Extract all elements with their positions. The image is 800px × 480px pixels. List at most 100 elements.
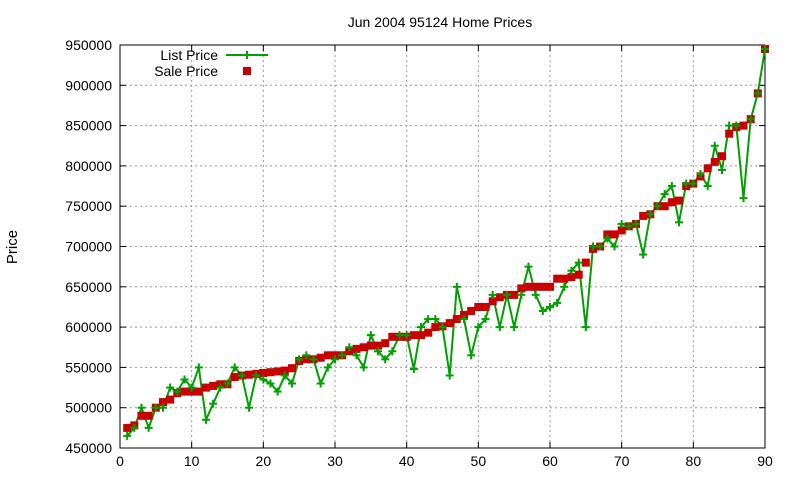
list-price-point: [660, 190, 669, 199]
sale-price-point: [273, 367, 282, 376]
list-price-point: [538, 306, 547, 315]
list-price-point: [366, 331, 375, 340]
list-price-point: [467, 351, 476, 360]
y-axis-label: Price: [4, 230, 21, 264]
sale-price-point: [739, 121, 748, 130]
list-price-point: [746, 115, 755, 124]
list-price-point: [245, 403, 253, 412]
list-price-point: [316, 379, 325, 388]
sale-price-point: [323, 351, 332, 360]
x-tick-label: 50: [471, 453, 487, 469]
list-price-point: [610, 242, 619, 251]
list-price-point: [567, 266, 576, 275]
list-price-point: [524, 262, 533, 271]
sale-price-point: [495, 293, 504, 302]
y-tick-label: 800000: [65, 158, 112, 174]
list-price-point: [510, 323, 519, 332]
list-price-point: [173, 387, 182, 396]
list-price-point: [309, 355, 318, 364]
list-price-point: [753, 89, 762, 98]
legend: List Price Sale Price: [154, 47, 268, 79]
legend-marker-sale-price: [243, 67, 251, 75]
legend-sample-list-price: [226, 51, 268, 59]
list-price-point: [596, 242, 605, 251]
sale-price-point: [553, 274, 562, 283]
list-price-point: [581, 323, 590, 332]
sale-price-point: [424, 328, 433, 337]
list-price-point: [639, 250, 648, 259]
series-layer: [123, 45, 769, 440]
sale-price-point: [660, 202, 669, 211]
list-price-point: [675, 218, 683, 227]
list-price-point: [424, 315, 433, 324]
sale-price-point: [187, 387, 196, 396]
sale-price-point: [639, 211, 648, 220]
tick-layer: 0 10 20 30 40 50 60 70 80 90 450000 500000 550000 600…: [65, 37, 773, 469]
list-price-point: [718, 165, 726, 174]
list-price-point: [266, 379, 275, 388]
x-tick-label: 70: [614, 453, 630, 469]
list-price-point: [739, 194, 748, 203]
y-tick-label: 700000: [65, 239, 112, 255]
list-price-point: [517, 290, 526, 299]
list-price-point: [295, 355, 304, 364]
x-tick-label: 40: [399, 453, 415, 469]
list-price-point: [352, 351, 361, 360]
y-tick-label: 650000: [65, 279, 112, 295]
sale-price-point: [675, 196, 683, 205]
sale-price-point: [194, 387, 203, 396]
sale-price-point: [209, 381, 218, 390]
series-line-list-price: [126, 48, 766, 437]
list-price-point: [388, 347, 397, 356]
sale-price-point: [388, 332, 397, 341]
sale-price-point: [366, 341, 375, 350]
list-price-point: [703, 182, 712, 191]
sale-price-point: [352, 344, 361, 353]
list-price-point: [209, 399, 218, 408]
sale-price-point: [517, 284, 526, 293]
list-price-point: [725, 121, 734, 130]
sale-price-point: [710, 157, 719, 166]
sale-price-point: [531, 282, 540, 291]
x-tick-label: 10: [184, 453, 200, 469]
legend-label-list-price: List Price: [160, 47, 218, 63]
list-price-point: [460, 315, 468, 324]
list-price-point: [331, 355, 339, 364]
sale-price-point: [510, 290, 519, 299]
y-tick-label: 950000: [65, 37, 112, 53]
y-tick-label: 550000: [65, 359, 112, 375]
list-price-point: [223, 379, 232, 388]
list-price-point: [202, 415, 210, 424]
legend-label-sale-price: Sale Price: [154, 63, 218, 79]
list-price-point: [288, 379, 296, 388]
sale-price-point: [524, 282, 533, 291]
y-tick-label: 750000: [65, 198, 112, 214]
list-price-point: [546, 302, 554, 311]
legend-marker-list-price: [243, 51, 251, 59]
sale-price-point: [202, 383, 210, 392]
list-price-point: [488, 290, 497, 299]
y-tick-label: 600000: [65, 319, 112, 335]
list-price-point: [438, 323, 447, 332]
list-price-point: [194, 363, 203, 372]
list-price-point: [417, 323, 425, 332]
sale-price-point: [159, 398, 167, 407]
sale-price-point: [445, 319, 454, 328]
list-price-point: [374, 347, 382, 356]
sale-price-point: [538, 282, 547, 291]
list-price-point: [710, 141, 719, 150]
list-price-point: [603, 234, 612, 243]
list-price-point: [531, 290, 540, 299]
sale-price-point: [417, 331, 425, 340]
list-price-point: [280, 371, 289, 380]
sale-price-point: [718, 152, 726, 161]
list-price-point: [381, 355, 390, 364]
list-price-point: [359, 363, 368, 372]
list-price-point: [689, 179, 698, 188]
list-price-point: [137, 403, 146, 412]
sale-price-point: [180, 387, 189, 396]
list-price-point: [402, 331, 411, 340]
list-price-point: [474, 323, 483, 332]
